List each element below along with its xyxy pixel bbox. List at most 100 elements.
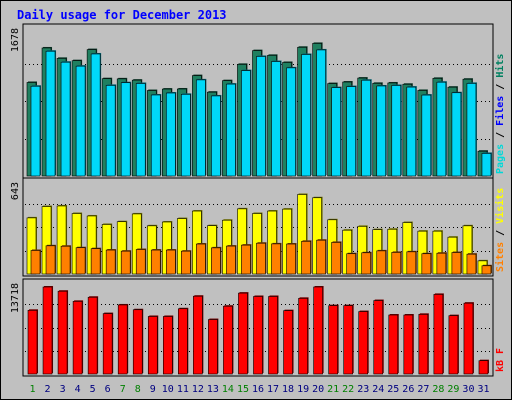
x-tick-label-day-9: 9 xyxy=(150,384,156,395)
bar-kb-f-day-23 xyxy=(358,311,369,375)
bar-sites-day-9 xyxy=(150,249,161,275)
x-tick-label-day-25: 25 xyxy=(387,384,399,395)
bar-sites-day-23 xyxy=(361,252,372,275)
bar-kb-f-day-22 xyxy=(343,305,353,375)
bar-pages-day-10 xyxy=(165,92,176,177)
bar-sites-day-3 xyxy=(60,245,71,275)
panel-2-y-tick-label: 643 xyxy=(10,182,21,200)
bar-pages-day-5 xyxy=(90,53,101,177)
x-tick-label-day-7: 7 xyxy=(120,384,126,395)
bar-sites-day-5 xyxy=(90,248,101,275)
panel-2-frame xyxy=(22,177,494,277)
x-tick-label-day-27: 27 xyxy=(417,384,429,395)
bar-kb-f-day-1 xyxy=(27,309,38,375)
bar-kb-f-day-31 xyxy=(478,360,489,375)
bar-pages-day-2 xyxy=(45,50,56,177)
bar-kb-f-day-28 xyxy=(433,294,444,375)
bar-kb-f-day-4 xyxy=(72,301,83,375)
bar-sites-day-22 xyxy=(346,253,356,275)
bar-kb-f-day-14 xyxy=(223,305,233,375)
bar-pages-day-28 xyxy=(436,81,447,177)
bar-pages-day-21 xyxy=(331,87,341,177)
bar-kb-f-day-9 xyxy=(147,316,158,375)
bar-pages-day-14 xyxy=(226,83,236,177)
bar-pages-day-22 xyxy=(346,86,356,177)
bar-sites-day-31 xyxy=(481,265,492,275)
bar-kb-f-day-7 xyxy=(117,304,128,375)
bar-kb-f-day-3 xyxy=(57,290,68,375)
bar-pages-day-8 xyxy=(135,83,146,177)
x-tick-label-day-15: 15 xyxy=(237,384,249,395)
bar-pages-day-23 xyxy=(361,79,372,177)
legend-kb-f: kB F xyxy=(495,348,506,372)
bar-sites-day-1 xyxy=(30,250,41,275)
bar-sites-day-12 xyxy=(196,243,206,275)
bar-pages-day-31 xyxy=(481,153,492,177)
bar-kb-f-day-11 xyxy=(178,308,188,375)
legend-hits: Hits xyxy=(494,54,506,78)
x-tick-label-day-10: 10 xyxy=(162,384,174,395)
x-tick-label-day-18: 18 xyxy=(282,384,294,395)
bar-sites-day-17 xyxy=(271,243,281,275)
x-tick-label-day-17: 17 xyxy=(267,384,279,395)
bar-pages-day-20 xyxy=(316,49,326,177)
bar-sites-day-30 xyxy=(466,253,477,275)
panel-1-y-tick-label: 1678 xyxy=(10,28,21,52)
bar-pages-day-7 xyxy=(120,82,131,177)
bar-pages-day-24 xyxy=(376,85,387,177)
bar-kb-f-day-16 xyxy=(253,296,263,375)
bar-sites-day-16 xyxy=(256,242,266,275)
bar-kb-f-day-24 xyxy=(373,300,384,375)
x-tick-label-day-22: 22 xyxy=(342,384,354,395)
bar-kb-f-day-12 xyxy=(193,295,203,375)
bar-sites-day-29 xyxy=(451,252,462,275)
panel-3-y-tick-label: 13718 xyxy=(10,283,21,313)
bar-kb-f-day-5 xyxy=(87,296,98,375)
bar-kb-f-day-18 xyxy=(283,310,293,375)
panel-2-legend: Sites / Visits xyxy=(494,188,506,272)
legend-sites: Sites xyxy=(494,242,506,272)
bar-sites-day-18 xyxy=(286,243,296,275)
bar-pages-day-1 xyxy=(30,85,41,177)
bar-kb-f-day-20 xyxy=(313,286,323,375)
bar-sites-day-27 xyxy=(421,253,432,275)
bar-sites-day-11 xyxy=(181,250,191,275)
bar-kb-f-day-21 xyxy=(328,305,338,375)
bar-sites-day-13 xyxy=(211,247,221,275)
bar-sites-day-8 xyxy=(135,249,146,275)
x-tick-label-day-12: 12 xyxy=(192,384,204,395)
bar-kb-f-day-27 xyxy=(418,314,429,375)
x-tick-label-day-26: 26 xyxy=(402,384,414,395)
bar-sites-day-21 xyxy=(331,242,341,275)
bar-sites-day-19 xyxy=(301,240,311,275)
legend-files: Files xyxy=(494,96,506,126)
bar-kb-f-day-30 xyxy=(463,302,474,375)
bar-pages-day-29 xyxy=(451,92,462,177)
x-tick-label-day-30: 30 xyxy=(462,384,474,395)
x-tick-label-day-13: 13 xyxy=(207,384,219,395)
panel-1-legend: Pages / Files / Hits xyxy=(494,54,506,174)
x-tick-label-day-24: 24 xyxy=(372,384,384,395)
bar-kb-f-day-6 xyxy=(102,313,113,375)
bar-kb-f-day-15 xyxy=(238,292,248,375)
bar-pages-day-19 xyxy=(301,54,311,177)
bar-kb-f-day-10 xyxy=(162,316,173,375)
bar-kb-f-day-2 xyxy=(42,286,53,375)
bar-pages-day-30 xyxy=(466,83,477,177)
bar-sites-day-7 xyxy=(120,250,131,275)
bar-pages-day-16 xyxy=(256,56,266,177)
bar-pages-day-25 xyxy=(391,85,402,177)
legend-visits: Visits xyxy=(494,188,506,224)
bar-kb-f-day-29 xyxy=(448,315,459,375)
chart-title: Daily usage for December 2013 xyxy=(17,8,227,22)
legend-separator: / xyxy=(495,78,506,96)
bar-sites-day-25 xyxy=(391,252,402,275)
bar-pages-day-9 xyxy=(150,94,161,177)
x-tick-label-day-14: 14 xyxy=(222,384,234,395)
bar-sites-day-2 xyxy=(45,245,56,275)
bar-kb-f-day-8 xyxy=(132,309,143,375)
x-tick-label-day-6: 6 xyxy=(105,384,111,395)
x-tick-label-day-5: 5 xyxy=(90,384,96,395)
x-tick-label-day-28: 28 xyxy=(432,384,444,395)
bar-kb-f-day-17 xyxy=(268,296,278,375)
